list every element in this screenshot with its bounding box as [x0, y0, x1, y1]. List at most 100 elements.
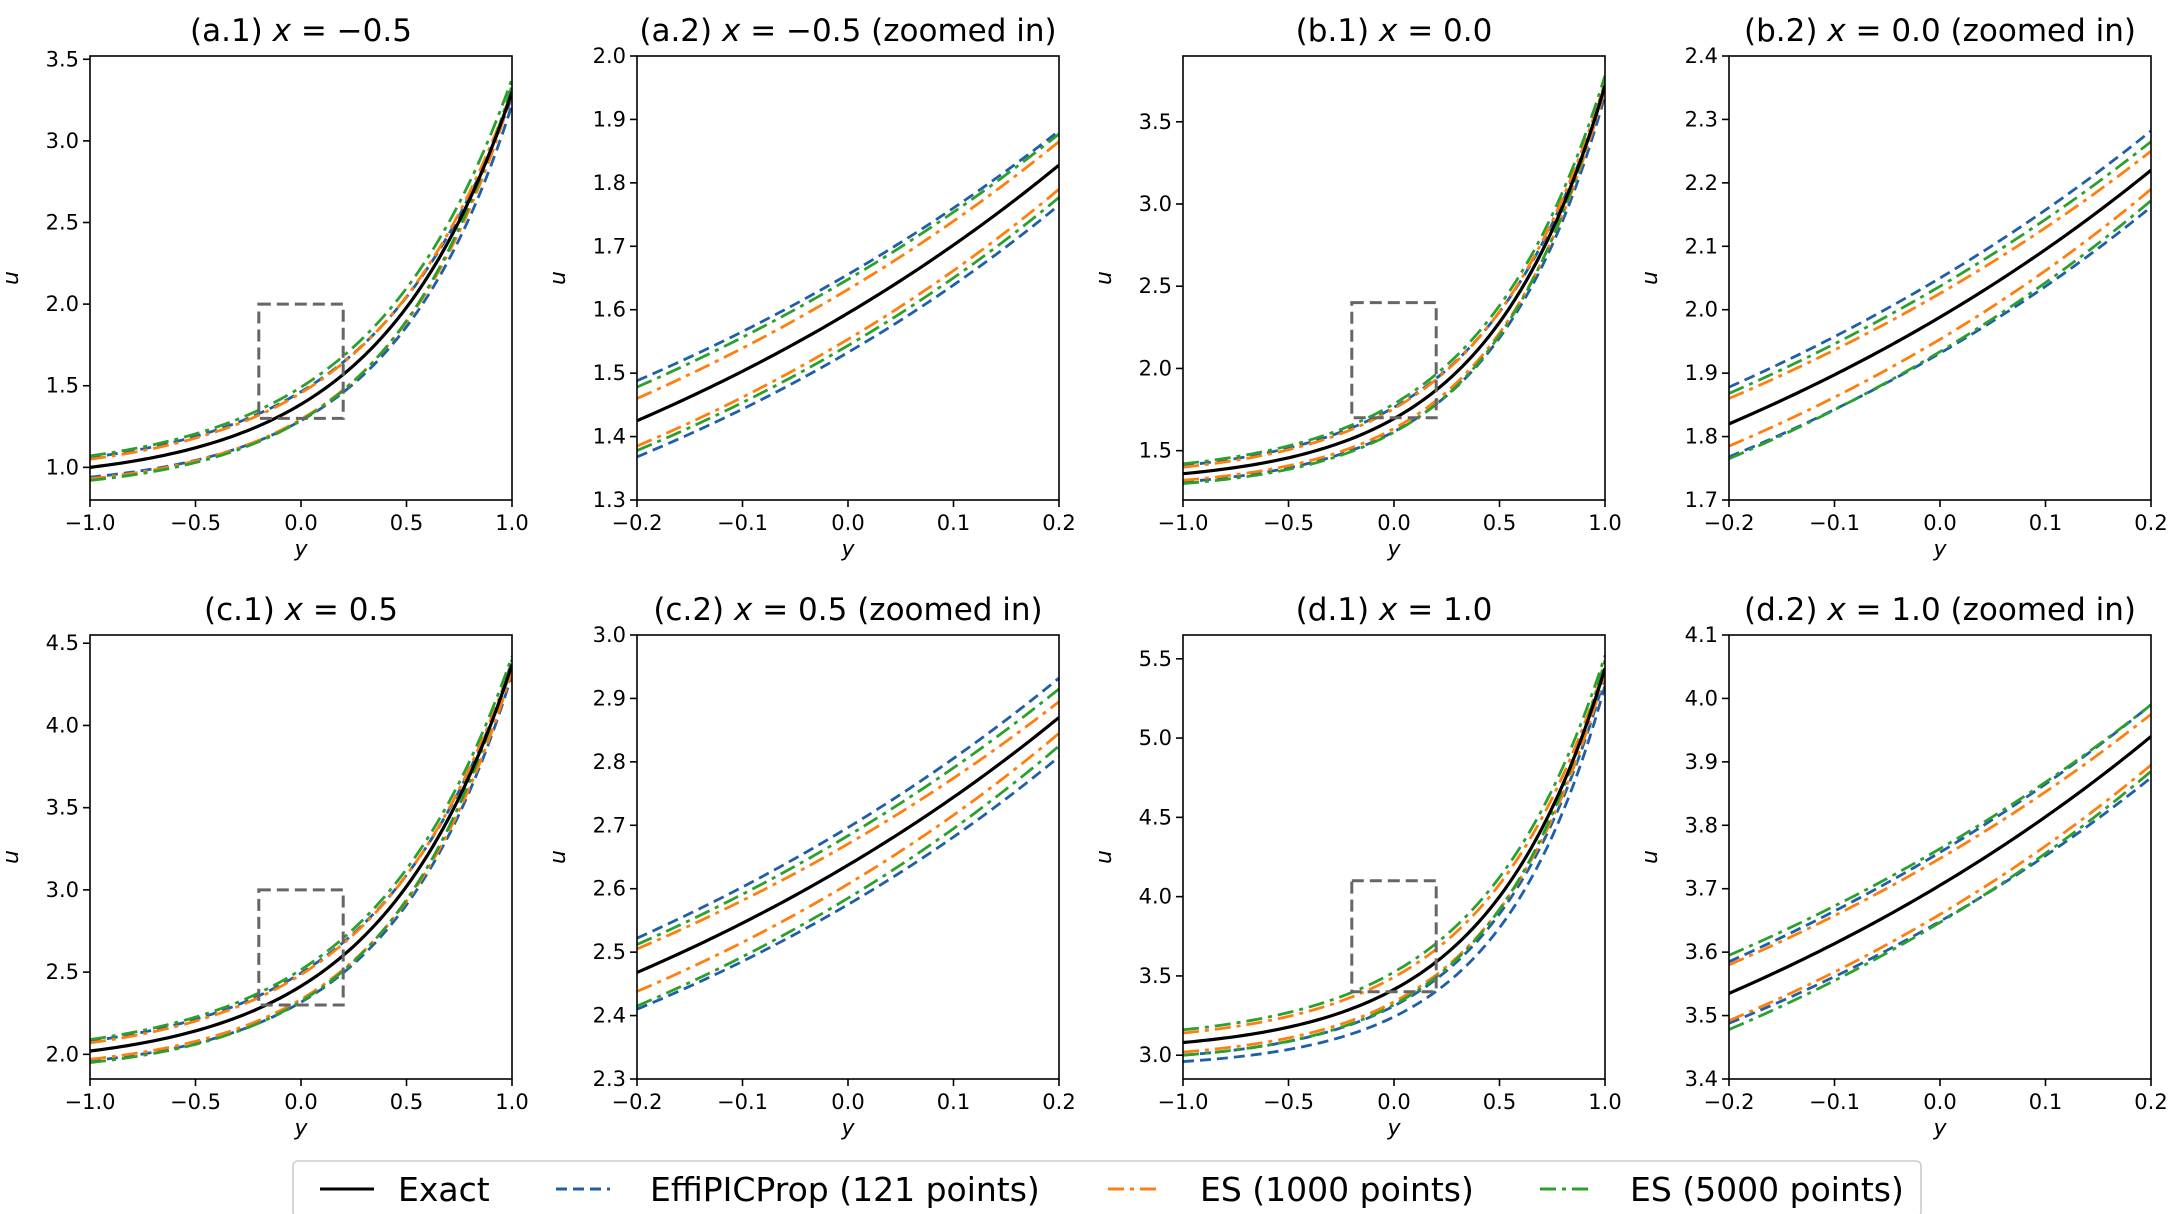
panel-title: (d.1) x = 1.0: [1296, 592, 1493, 628]
series-line-es-1000-points-upper: [1183, 664, 1605, 1035]
series-line-es-5000-points-upper: [1183, 75, 1605, 466]
x-tick-label: −0.5: [1263, 1090, 1314, 1114]
x-tick-label: −0.2: [612, 1090, 663, 1114]
title-variable: x: [733, 592, 753, 628]
title-suffix: (zoomed in): [861, 13, 1056, 49]
series-line-effipicprop-121-points-lower: [1183, 685, 1605, 1063]
x-axis-label: y: [1932, 537, 1947, 562]
series-line-es-5000-points-upper: [90, 655, 512, 1041]
y-tick-label: 2.5: [593, 940, 626, 964]
y-tick-label: 3.0: [46, 878, 79, 902]
panel-title: (c.1) x = 0.5: [204, 592, 398, 628]
y-axis-label: u: [546, 271, 571, 285]
series-line-es-1000-points-lower: [90, 670, 512, 1061]
x-tick-label: 0.2: [1042, 1090, 1075, 1114]
series-line-es-1000-points-upper: [637, 700, 1059, 951]
axes-frame: [636, 55, 1060, 501]
title-variable: x: [1826, 13, 1846, 49]
axes-frame: [1182, 55, 1606, 501]
y-tick-label: 2.0: [46, 292, 79, 316]
x-tick-label: 0.0: [1377, 511, 1410, 535]
title-value: = 1.0: [1846, 592, 1941, 628]
legend-label: Exact: [398, 1170, 490, 1209]
series-line-es-1000-points-lower: [1183, 672, 1605, 1054]
series-line-es-1000-points-upper: [1729, 150, 2151, 400]
x-tick-label: 0.5: [390, 511, 423, 535]
title-prefix: (a.2): [639, 13, 722, 49]
panel-d2: (d.2) x = 1.0 (zoomed in) −0.2 −0.1 0.0 0.1 0…: [1638, 592, 2168, 1141]
series-line-exact: [1183, 667, 1605, 1045]
x-tick-label: 0.0: [1923, 511, 1956, 535]
x-tick-label: −0.1: [717, 511, 768, 535]
y-tick-label: 1.6: [593, 298, 626, 322]
series-line-effipicprop-121-points-upper: [1183, 675, 1605, 1057]
axes-frame: [1182, 634, 1606, 1080]
series-line-es-1000-points-upper: [90, 662, 512, 1045]
x-tick-label: −1.0: [65, 511, 116, 535]
y-tick-label: 2.9: [593, 686, 626, 710]
axes-frame: [1728, 55, 2152, 501]
y-tick-label: 3.6: [1685, 940, 1718, 964]
y-tick-label: 1.4: [593, 425, 626, 449]
x-tick-label: 0.2: [1042, 511, 1075, 535]
y-tick-label: 1.5: [593, 361, 626, 385]
x-axis-label: y: [840, 1116, 855, 1141]
x-tick-label: −0.5: [170, 1090, 221, 1114]
series-group: [637, 677, 1059, 1011]
series-line-effipicprop-121-points-upper: [637, 677, 1059, 940]
y-tick-label: 2.6: [593, 877, 626, 901]
y-tick-label: 2.1: [1685, 234, 1718, 258]
x-tick-label: 0.5: [1483, 511, 1516, 535]
x-tick-label: −0.2: [1704, 1090, 1755, 1114]
title-prefix: (a.1): [190, 13, 273, 49]
y-axis-label: u: [546, 850, 571, 864]
title-prefix: (b.2): [1744, 13, 1827, 49]
series-line-effipicprop-121-points-lower: [1729, 205, 2151, 459]
title-suffix: (zoomed in): [1941, 13, 2136, 49]
x-tick-label: −0.2: [1704, 511, 1755, 535]
axes-frame: [89, 634, 513, 1080]
x-tick-label: −0.1: [1809, 511, 1860, 535]
axes-frame: [89, 55, 513, 501]
series-line-es-5000-points-upper: [637, 132, 1059, 389]
y-tick-label: 1.9: [1685, 361, 1718, 385]
zoom-region-box: [1350, 301, 1438, 420]
x-tick-label: 0.0: [831, 511, 864, 535]
title-variable: x: [1826, 592, 1846, 628]
series-line-effipicprop-121-points-upper: [1729, 129, 2151, 389]
y-tick-label: 2.2: [1685, 171, 1718, 195]
y-tick-label: 3.9: [1685, 750, 1718, 774]
x-tick-label: −0.2: [612, 511, 663, 535]
y-tick-label: 1.8: [1685, 425, 1718, 449]
legend-frame: [292, 1160, 1922, 1214]
title-suffix: (zoomed in): [847, 592, 1042, 628]
title-value: = 0.0: [1397, 13, 1492, 49]
series-line-exact: [1729, 735, 2151, 995]
series-line-exact: [637, 716, 1059, 974]
panel-c1: (c.1) x = 0.5 −1.0 −0.5 0.0 0.5 1.0 2.0 2.5 3.0 3…: [0, 592, 529, 1141]
panel-title: (a.1) x = −0.5: [190, 13, 412, 49]
title-prefix: (d.1): [1296, 592, 1379, 628]
y-tick-label: 2.5: [46, 211, 79, 235]
series-line-es-5000-points-lower: [1183, 659, 1605, 1057]
panel-d1: (d.1) x = 1.0 −1.0 −0.5 0.0 0.5 1.0 3.0 3.5 4.0 4…: [1092, 592, 1622, 1141]
series-line-es-1000-points-upper: [637, 140, 1059, 400]
x-axis-label: y: [1386, 1116, 1401, 1141]
title-value: = 1.0: [1397, 592, 1492, 628]
panel-c2: (c.2) x = 0.5 (zoomed in) −0.2 −0.1 0.0 0.1 0…: [546, 592, 1076, 1141]
title-value: = −0.5: [740, 13, 861, 49]
axes-frame: [636, 634, 1060, 1080]
y-tick-label: 2.0: [1139, 356, 1172, 380]
series-line-es-1000-points-upper: [1729, 713, 2151, 967]
y-tick-label: 3.4: [1685, 1067, 1718, 1091]
series-line-effipicprop-121-points-lower: [1729, 776, 2151, 1025]
x-tick-label: −1.0: [1158, 511, 1209, 535]
series-line-es-5000-points-lower: [1729, 770, 2151, 1031]
x-tick-label: 0.0: [284, 511, 317, 535]
y-tick-label: 1.0: [46, 455, 79, 479]
y-tick-label: 3.5: [1139, 964, 1172, 988]
panel-title: (d.2) x = 1.0 (zoomed in): [1744, 592, 2136, 628]
y-tick-label: 3.0: [593, 623, 626, 647]
title-value: = −0.5: [291, 13, 412, 49]
series-line-es-1000-points-lower: [1183, 88, 1605, 482]
